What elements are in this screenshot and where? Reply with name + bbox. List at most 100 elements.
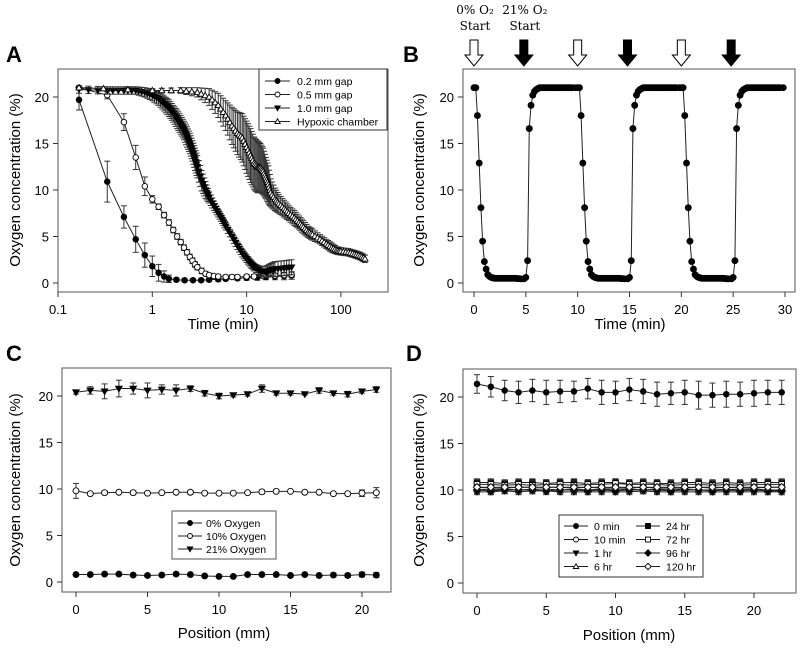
data-point (194, 263, 201, 271)
data-point (272, 487, 280, 495)
data-point (193, 88, 202, 96)
data-point (514, 482, 523, 492)
data-point (709, 391, 716, 399)
legend-label: 1.0 mm gap (297, 103, 353, 115)
x-tick-label: 10 (212, 602, 226, 617)
data-point (244, 489, 252, 497)
data-point (250, 273, 258, 280)
legend-label: 72 hr (666, 535, 690, 547)
data-point (480, 258, 488, 266)
plot-frame (57, 68, 389, 293)
data-point (165, 219, 173, 226)
x-tick-label: 20 (674, 302, 688, 317)
data-point (555, 482, 565, 492)
data-point (104, 178, 111, 185)
x-tick-label: 10 (570, 302, 584, 317)
arrow-shape (463, 39, 485, 67)
data-point (329, 490, 337, 498)
legend-marker (573, 536, 579, 543)
data-point (733, 125, 741, 133)
y-tick-label: 0 (447, 576, 454, 591)
legend-label: 0.5 mm gap (297, 90, 353, 102)
data-point (197, 276, 205, 284)
legend-marker (572, 550, 580, 557)
legend-label: 10 min (594, 535, 626, 547)
y-axis-label-d: Oxygen concentration (%) (411, 393, 428, 566)
data-point (205, 93, 213, 100)
data-point (681, 389, 689, 396)
legend-label: 6 hr (594, 562, 613, 574)
data-point (500, 482, 509, 492)
data-point (176, 86, 185, 94)
legend-marker (273, 105, 282, 112)
series-oxygen-concentration (470, 84, 787, 283)
series-120-hr (472, 482, 786, 492)
x-tick-label: 5 (543, 603, 550, 618)
data-point (729, 273, 737, 281)
x-tick-label: 0 (470, 302, 477, 317)
data-point (584, 258, 592, 266)
legend-label: 24 hr (666, 521, 690, 533)
data-point (358, 571, 366, 579)
data-point (287, 264, 296, 272)
data-point (214, 273, 222, 280)
data-point (243, 273, 250, 280)
data-point (215, 489, 223, 497)
legend-marker (572, 562, 580, 569)
legend-label: 0% Oxygen (206, 518, 260, 530)
x-tick-label: 0.1 (49, 302, 67, 317)
data-point (129, 385, 138, 393)
panel-label-a: A (6, 42, 22, 67)
data-point (186, 385, 195, 393)
data-point (683, 159, 690, 167)
data-point (155, 203, 162, 210)
filled-arrow-icon (721, 39, 742, 67)
y-tick-label: 20 (440, 390, 454, 405)
data-point (71, 389, 81, 397)
data-point (120, 118, 128, 126)
data-point (315, 387, 324, 395)
data-point (196, 173, 205, 181)
data-point (181, 276, 188, 284)
data-point (684, 204, 692, 212)
panel-b: B 0% O₂ Start 21% O₂ Start 0 5 10 15 20 0 5 10 15 20… (403, 3, 796, 333)
data-point (219, 108, 228, 115)
x-tick-label: 10 (608, 603, 622, 618)
legend-marker (644, 562, 652, 571)
data-point (486, 482, 496, 492)
x-tick-label: 5 (144, 602, 151, 617)
data-point (570, 388, 578, 395)
data-point (148, 86, 157, 94)
x-axis-label-b: Time (min) (594, 316, 665, 333)
data-point (778, 389, 785, 396)
data-point (301, 488, 309, 496)
data-point (694, 482, 703, 492)
data-point (216, 104, 225, 112)
data-point (194, 168, 203, 176)
y-tick-label: 10 (440, 483, 454, 498)
data-point (129, 571, 137, 579)
data-point (631, 101, 639, 109)
panel-label-b: B (403, 42, 419, 67)
x-tick-label: 25 (726, 302, 740, 317)
data-point (201, 572, 209, 580)
data-point (258, 488, 266, 496)
data-point (477, 204, 485, 212)
data-point (749, 482, 759, 492)
data-point (556, 388, 564, 395)
legend-marker (186, 546, 194, 553)
x-axis-label-d: Position (mm) (583, 627, 676, 644)
data-point (627, 257, 635, 265)
data-point (108, 87, 117, 95)
data-point (160, 211, 168, 219)
data-point (115, 488, 123, 496)
data-point (243, 391, 252, 399)
data-point (132, 236, 139, 243)
data-point (612, 389, 619, 396)
data-point (653, 390, 661, 398)
series-0-min (473, 374, 785, 410)
panel-label-c: C (6, 341, 22, 366)
